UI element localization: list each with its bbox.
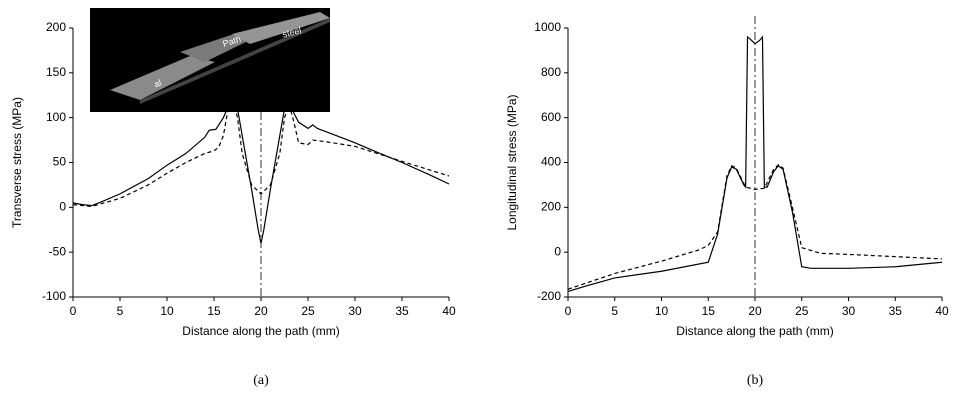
x-tick-label: 20 bbox=[748, 304, 762, 318]
y-tick-label: -200 bbox=[537, 289, 561, 303]
x-tick-label: 25 bbox=[795, 304, 809, 318]
x-tick-label: 30 bbox=[842, 304, 856, 318]
x-axis-label: Distance along the path (mm) bbox=[182, 324, 339, 338]
y-tick-label: 200 bbox=[541, 200, 561, 214]
x-tick-label: 40 bbox=[442, 304, 456, 318]
y-tick-label: 800 bbox=[541, 65, 561, 79]
x-tick-label: 40 bbox=[935, 304, 949, 318]
x-tick-label: 15 bbox=[702, 304, 716, 318]
x-tick-label: 25 bbox=[301, 304, 315, 318]
x-tick-label: 15 bbox=[207, 304, 221, 318]
x-tick-label: 5 bbox=[611, 304, 618, 318]
x-tick-label: 35 bbox=[889, 304, 903, 318]
y-tick-label: 400 bbox=[541, 155, 561, 169]
x-tick-label: 10 bbox=[160, 304, 174, 318]
y-tick-label: 1000 bbox=[534, 20, 561, 34]
x-axis-label: Distance along the path (mm) bbox=[676, 324, 833, 338]
x-tick-label: 5 bbox=[117, 304, 124, 318]
x-tick-label: 35 bbox=[395, 304, 409, 318]
y-axis-label: Transverse stress (MPa) bbox=[10, 97, 24, 228]
x-tick-label: 30 bbox=[348, 304, 362, 318]
y-tick-label: 100 bbox=[46, 110, 66, 124]
caption: (b) bbox=[747, 373, 764, 388]
y-tick-label: -50 bbox=[49, 244, 67, 258]
y-tick-label: -100 bbox=[42, 289, 66, 303]
y-tick-label: 150 bbox=[46, 65, 66, 79]
caption: (a) bbox=[253, 373, 269, 388]
y-tick-label: 50 bbox=[53, 155, 67, 169]
y-tick-label: 0 bbox=[59, 200, 66, 214]
x-tick-label: 20 bbox=[254, 304, 268, 318]
x-tick-label: 0 bbox=[565, 304, 572, 318]
y-tick-label: 600 bbox=[541, 110, 561, 124]
y-axis-label: Longitudinal stress (MPa) bbox=[505, 94, 519, 230]
y-tick-label: 200 bbox=[46, 20, 66, 34]
x-tick-label: 10 bbox=[655, 304, 669, 318]
figure: alPathsteel-100-500501001502000510152025… bbox=[0, 0, 953, 395]
y-tick-label: 0 bbox=[554, 244, 561, 258]
x-tick-label: 0 bbox=[70, 304, 77, 318]
